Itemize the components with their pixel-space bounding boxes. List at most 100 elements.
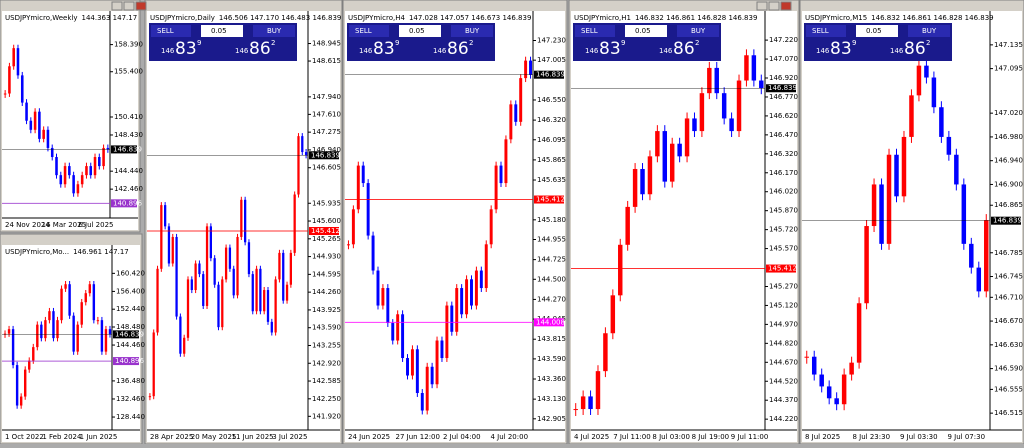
price-label: 146.170 [769, 169, 798, 177]
candle [450, 305, 454, 332]
candle [190, 279, 193, 291]
chart-window: USDJPYmicro,M15 146.832 146.861 146.828 1… [799, 0, 1024, 445]
candle [744, 55, 749, 81]
price-label: 147.095 [994, 65, 1023, 73]
candle [304, 152, 308, 156]
quote-sup: 2 [926, 39, 930, 47]
price-label: 143.590 [537, 355, 566, 363]
date-label: 2 Jul 04:00 [443, 433, 481, 441]
candle [406, 358, 409, 376]
candle [894, 154, 899, 197]
quote-sup: 9 [852, 39, 856, 47]
price-label: 147.940 [312, 93, 341, 101]
buy-button[interactable] [451, 25, 493, 37]
buy-button[interactable] [677, 25, 719, 37]
candle [209, 226, 212, 259]
window-title: USDJPYmicro,Daily 146.506 147.170 146.483… [150, 14, 341, 22]
candle [484, 244, 488, 289]
sell-text: SELL [355, 27, 372, 35]
quote-mid: 83 [175, 39, 197, 59]
candle [274, 279, 277, 333]
lot-field[interactable] [201, 25, 243, 37]
candle [729, 118, 734, 132]
quote-big: 146 [659, 47, 673, 55]
candle [669, 143, 675, 182]
candle [924, 65, 929, 78]
quote-big: 146 [235, 47, 249, 55]
candle [946, 136, 952, 155]
candle [25, 102, 28, 121]
quote-mid: 83 [373, 39, 395, 59]
buy-button[interactable] [908, 25, 950, 37]
price-label: 142.250 [312, 395, 341, 403]
candle [240, 199, 243, 237]
candle [224, 247, 228, 280]
candle [12, 48, 15, 67]
lot-text: 0.05 [866, 27, 882, 35]
sell-button[interactable] [575, 25, 615, 37]
candle [811, 356, 817, 375]
candle [954, 154, 959, 185]
candle [346, 244, 350, 246]
quote-mid: 83 [830, 39, 852, 59]
price-level-box [766, 264, 796, 273]
price-label: 145.600 [312, 217, 341, 225]
candle [76, 324, 79, 352]
price-label: 146.020 [769, 188, 798, 196]
candle [366, 183, 370, 236]
candle [721, 93, 727, 119]
quote-sup: 2 [271, 39, 275, 47]
candle [175, 236, 178, 317]
window-button[interactable] [780, 1, 792, 11]
price-level-label: 140.896 [115, 357, 144, 365]
symbol-period: USDJPYmicro,Mo... [5, 248, 69, 256]
price-label: 147.610 [312, 110, 341, 118]
candle [236, 236, 239, 296]
candle [38, 111, 41, 139]
window-button[interactable] [756, 1, 768, 11]
candle [263, 290, 266, 312]
price-label: 146.940 [994, 157, 1023, 165]
price-level-label: 146.839 [115, 330, 144, 338]
candle [205, 226, 209, 306]
buy-text: BUY [267, 27, 282, 35]
price-label: 146.865 [994, 201, 1023, 209]
window-button[interactable] [135, 1, 147, 11]
candle [15, 365, 19, 406]
quote-sup: 9 [197, 39, 201, 47]
buy-button[interactable] [253, 25, 295, 37]
candle [164, 205, 167, 227]
chart-area [2, 11, 138, 230]
sell-button[interactable] [806, 25, 846, 37]
sell-button[interactable] [151, 25, 191, 37]
candle [524, 60, 528, 79]
date-label: 24 Jun 2025 [348, 433, 390, 441]
window-button[interactable] [123, 1, 135, 11]
candle [984, 220, 989, 292]
lot-field[interactable] [856, 25, 898, 37]
lot-field[interactable] [399, 25, 441, 37]
price-label: 144.440 [114, 167, 143, 175]
date-label: 6 Jul 2025 [78, 221, 113, 229]
window-button[interactable] [111, 1, 123, 11]
candle [834, 398, 839, 405]
price-label: 145.180 [537, 216, 566, 224]
window-button[interactable] [768, 1, 780, 11]
price-label: 155.400 [114, 68, 143, 76]
symbol-period: USDJPYmicro,Daily [150, 14, 215, 22]
chart-window: USDJPYmicro,H4 147.028 147.057 146.673 14… [342, 0, 568, 445]
sell-button[interactable] [349, 25, 389, 37]
candle [580, 396, 586, 410]
candle [494, 165, 498, 210]
candle [88, 284, 92, 294]
candle [202, 274, 205, 306]
candle [251, 274, 254, 312]
price-level-box [766, 84, 796, 93]
price-label: 145.865 [537, 156, 566, 164]
candle [692, 118, 697, 132]
lot-field[interactable] [625, 25, 667, 37]
candle [371, 235, 375, 271]
candle [677, 143, 682, 157]
candle [28, 360, 31, 370]
candle [529, 60, 533, 75]
